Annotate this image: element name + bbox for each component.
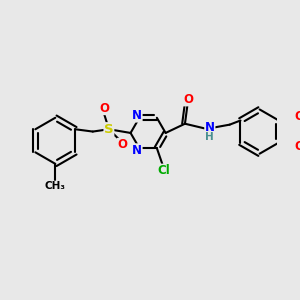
Text: Cl: Cl	[158, 164, 171, 177]
Text: S: S	[104, 123, 114, 136]
Text: O: O	[99, 102, 109, 115]
Text: CH₃: CH₃	[45, 182, 66, 191]
Text: N: N	[205, 121, 215, 134]
Text: O: O	[183, 93, 193, 106]
Text: H: H	[206, 132, 214, 142]
Text: O: O	[117, 138, 127, 152]
Text: N: N	[132, 109, 142, 122]
Text: N: N	[132, 144, 142, 157]
Text: O: O	[295, 140, 300, 153]
Text: O: O	[295, 110, 300, 123]
